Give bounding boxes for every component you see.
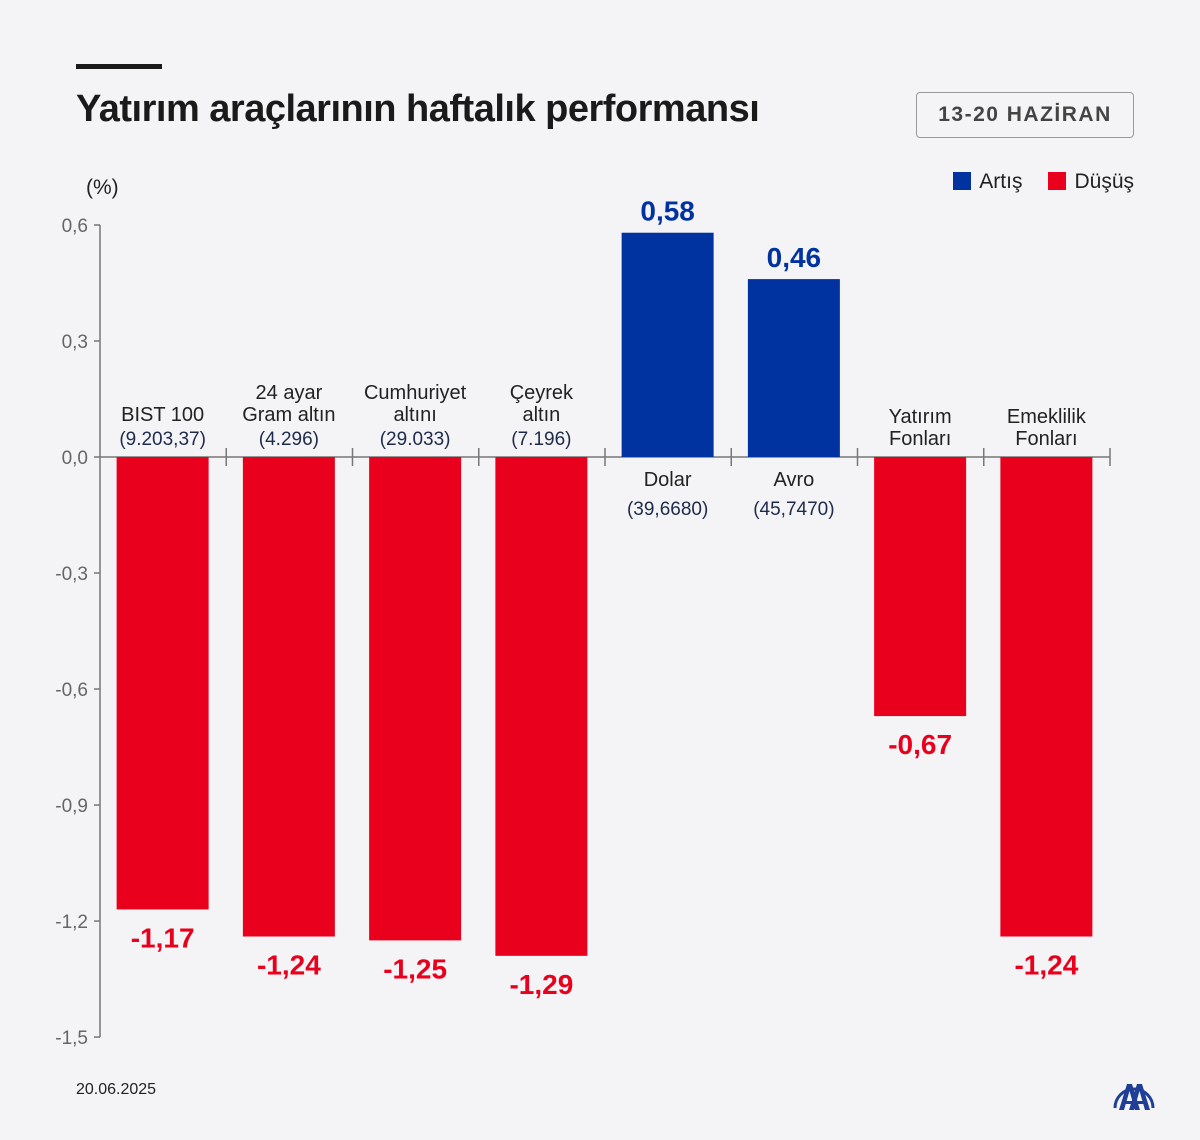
- bar: [747, 279, 840, 457]
- category-label: altını: [393, 404, 436, 426]
- data-label: 0,58: [640, 196, 695, 227]
- category-label: 24 ayar: [256, 382, 323, 404]
- data-label: -0,67: [888, 729, 952, 760]
- category-label: Çeyrek: [510, 382, 574, 404]
- data-label: -1,24: [257, 950, 321, 981]
- y-tick-label: -0,6: [55, 680, 88, 701]
- aa-logo: [1112, 1072, 1156, 1117]
- category-label: Avro: [773, 469, 814, 491]
- bar: [1000, 457, 1093, 937]
- legend-swatch-red: [1048, 172, 1067, 190]
- legend-item-increase: Artış: [953, 170, 1022, 194]
- y-tick-label: -1,2: [55, 912, 88, 933]
- category-label: Emeklilik: [1007, 406, 1087, 428]
- bar: [369, 457, 462, 941]
- title-accent-bar: [76, 64, 162, 69]
- legend: Artış Düşüş: [953, 170, 1134, 194]
- category-label: Fonları: [1015, 428, 1077, 450]
- bar: [116, 457, 209, 910]
- legend-label: Artış: [979, 170, 1023, 193]
- category-label: altın: [522, 404, 560, 426]
- category-sublabel: (4.296): [259, 429, 319, 450]
- category-sublabel: (9.203,37): [119, 429, 206, 450]
- y-tick-label: -1,5: [55, 1028, 88, 1049]
- legend-item-decrease: Düşüş: [1048, 170, 1134, 194]
- category-label: Cumhuriyet: [364, 382, 467, 404]
- data-label: -1,25: [383, 953, 447, 984]
- bar: [495, 457, 588, 956]
- legend-label: Düşüş: [1074, 170, 1134, 193]
- category-sublabel: (45,7470): [753, 499, 834, 520]
- category-label: Yatırım: [889, 406, 952, 428]
- category-sublabel: (7.196): [511, 429, 571, 450]
- date-range-badge: 13-20 HAZİRAN: [916, 92, 1134, 138]
- category-label: Dolar: [644, 469, 692, 491]
- bar: [874, 457, 967, 717]
- category-sublabel: (29.033): [380, 429, 451, 450]
- y-tick-label: 0,0: [62, 448, 88, 469]
- data-label: -1,24: [1014, 950, 1078, 981]
- legend-swatch-blue: [953, 172, 972, 190]
- y-tick-label: -0,9: [55, 796, 88, 817]
- data-label: -1,29: [509, 969, 573, 1000]
- category-label: BIST 100: [121, 404, 204, 426]
- data-label: 0,46: [767, 242, 822, 273]
- bar: [621, 232, 714, 457]
- footer-date: 20.06.2025: [76, 1081, 157, 1098]
- y-axis-unit: (%): [86, 176, 119, 199]
- bar: [242, 457, 335, 937]
- aa-logo-icon: [1113, 1084, 1155, 1110]
- y-tick-label: 0,6: [62, 216, 88, 237]
- y-tick-label: -0,3: [55, 564, 88, 585]
- category-label: Gram altın: [242, 404, 335, 426]
- chart-title: Yatırım araçlarının haftalık performansı: [76, 88, 760, 130]
- y-tick-label: 0,3: [62, 332, 88, 353]
- category-sublabel: (39,6680): [627, 499, 708, 520]
- category-label: Fonları: [889, 428, 951, 450]
- data-label: -1,17: [131, 922, 195, 953]
